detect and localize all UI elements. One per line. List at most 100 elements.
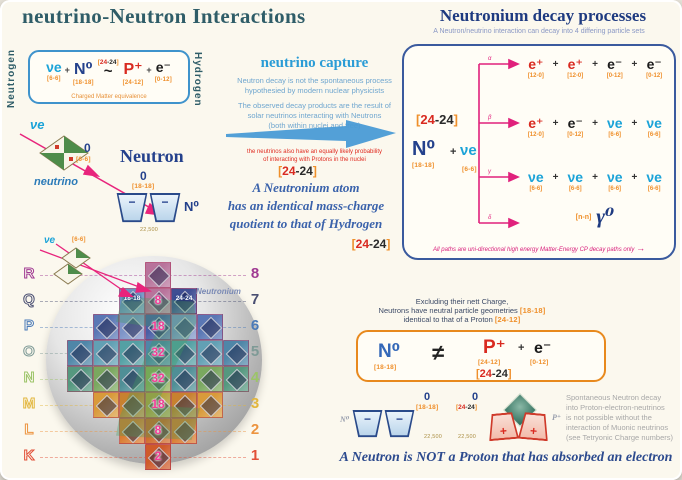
equivalence-tilde-group: [24-24] ~ xyxy=(98,59,119,80)
neutron-mass: 22,500 xyxy=(139,227,159,233)
decay-row-alpha: e⁺ [12-0] + e⁺ [12-0] + e⁻ [0-12] + e⁻ [0-12… xyxy=(527,56,663,80)
shell-number-7: 7 xyxy=(250,291,260,308)
shell-letter-K: K xyxy=(23,447,35,465)
shell-number-1: 1 xyxy=(250,447,260,464)
neutron-symbol: N⁰ xyxy=(378,341,401,362)
neutron-charge: [18-18] xyxy=(416,404,439,411)
proton-charge: [24-12] xyxy=(122,80,144,86)
neutron-charge: [18-18] xyxy=(374,364,397,371)
gamma-quanta: [n-n] xyxy=(575,214,592,221)
comparison-text-line3: identical to that of a Proton [24-12] xyxy=(403,315,521,324)
electron-charge: [0-12] xyxy=(530,359,549,366)
nu-symbol: νe xyxy=(567,169,584,185)
spontaneous-decay-note: Spontaneous Neutron decay into Proton-el… xyxy=(566,393,673,442)
neutron-spin-zero: 0 xyxy=(424,391,431,403)
decay-row-beta: e⁺ [12-0] + e⁻ [0-12] + νe [6-6] + νe [6-6] xyxy=(527,115,662,139)
final-statement: A Neutron is NOT a Proton that has absor… xyxy=(339,450,673,465)
shell-number-2: 2 xyxy=(250,421,260,438)
plus-sign: + xyxy=(64,65,70,75)
proton-spin-zero: 0 xyxy=(472,391,479,403)
plus-sign: + xyxy=(450,146,457,158)
capture-arrow-icon xyxy=(226,120,396,148)
electron-charge: [0-12] xyxy=(154,77,172,83)
nu-symbol: νe xyxy=(606,115,623,131)
neutrino-label: neutrino xyxy=(34,176,78,188)
positron-symbol: e⁺ xyxy=(528,56,544,72)
neutronium-caption: Neutronium xyxy=(196,287,241,296)
positron-symbol: e⁺ xyxy=(567,56,583,72)
page-title: neutrino-Neutron Interactions xyxy=(22,4,306,28)
not-equal-sign: ≠ xyxy=(432,340,445,365)
nu-charge: [6-6] xyxy=(72,237,86,243)
equivalence-caption: Charged Matter equivalence xyxy=(71,94,147,100)
nu-symbol: νe xyxy=(606,169,623,185)
proton-charge: [24-12] xyxy=(478,359,501,366)
neutron-particle-icon: − − xyxy=(116,193,181,223)
neutron-symbol: N⁰ xyxy=(74,61,93,78)
neutron-charge: [18-18] xyxy=(132,183,155,190)
shell-letter-R: R xyxy=(23,265,35,283)
neutron-particle-icon: − − xyxy=(352,410,415,438)
electron-symbol: e⁻ xyxy=(567,115,583,131)
shell-letter-N: N xyxy=(23,369,35,387)
ref-24-24: [24-24] xyxy=(476,368,512,380)
neutron-charge: [18-18] xyxy=(72,80,94,86)
comparison-text-line1: Excluding their nett Charge, xyxy=(415,297,509,306)
nu-symbol: νe xyxy=(646,169,662,185)
reactant-neutron-charge: [18-18] xyxy=(412,162,435,169)
capture-heading: neutrino capture xyxy=(260,55,369,71)
capture-paragraph-1: Neutron decay is not the spontaneous pro… xyxy=(237,76,392,96)
nu-label: νe xyxy=(30,117,45,132)
charged-matter-equivalence-box: νe [6-6] + N⁰ [18-18] [24-24] ~ P⁺ [24-1… xyxy=(28,50,190,104)
nu-symbol: νe xyxy=(528,169,544,185)
decay-box: [24-24] N⁰ [18-18] + νe [6-6] α β γ δ e⁺… xyxy=(402,44,676,260)
branch-label-delta: δ xyxy=(488,215,492,221)
decay-subtitle: A Neutron/neutrino interaction can decay… xyxy=(433,28,645,35)
ref-24-24: [24-24] xyxy=(416,112,458,127)
neutron-term: N⁰ [18-18] xyxy=(73,59,94,86)
capture-paragraph-2: The observed decay products are the resu… xyxy=(237,101,391,131)
branch-label-alpha: α xyxy=(488,56,492,62)
electron-symbol: e⁻ xyxy=(607,56,623,72)
electron-term: e⁻ [0-12] xyxy=(155,59,172,83)
branch-label-gamma: γ xyxy=(488,169,491,175)
shell-letter-P: P xyxy=(23,317,34,335)
capture-fine-print: the neutrinos also have an equally likel… xyxy=(246,149,383,163)
inequality-box: N⁰ [18-18] ≠ P⁺ [24-12] + e⁻ [0-12] [24-… xyxy=(356,330,606,382)
neutrino-path-arrow-icon xyxy=(39,243,152,297)
electron-symbol: e⁻ xyxy=(646,56,662,72)
neutron-mass: 22,500 xyxy=(423,434,443,440)
shell-letter-M: M xyxy=(22,395,36,413)
electron-symbol: e⁻ xyxy=(534,340,552,357)
gamma-symbol: γ⁰ xyxy=(596,204,615,228)
electron-symbol: e⁻ xyxy=(155,59,171,75)
proton-term: P⁺ [24-12] xyxy=(123,59,144,86)
nu-symbol: νe xyxy=(46,59,62,75)
nu-label: νe xyxy=(44,235,56,246)
proton-symbol: P⁺ xyxy=(483,337,506,358)
proton-symbol: P⁺ xyxy=(123,61,143,78)
ref-24-24: [24-24] xyxy=(456,404,477,411)
neutron-spin-zero: 0 xyxy=(140,169,147,183)
proton-mass: 22,500 xyxy=(457,434,477,440)
reactant-neutron-symbol: N⁰ xyxy=(412,138,436,160)
neutron-symbol: N⁰ xyxy=(184,199,200,214)
reactant-nu-charge: [6-6] xyxy=(462,166,477,173)
nu-charge: [6-6] xyxy=(47,76,61,82)
positron-symbol: e⁺ xyxy=(528,115,544,131)
shell-number-8: 8 xyxy=(250,265,260,282)
reactant-nu-symbol: νe xyxy=(460,142,477,159)
footnote-arrow-icon: → xyxy=(636,243,646,253)
neutron-symbol: N⁰ xyxy=(340,415,350,424)
neutrogen-vertical-label: Neutrogen xyxy=(6,49,17,109)
nu-symbol: νe xyxy=(646,115,662,131)
nu-charge: [6-6] xyxy=(76,156,91,163)
tilde-symbol: ~ xyxy=(103,63,113,80)
shell-letter-Q: Q xyxy=(23,291,36,309)
decay-row-gamma: νe [6-6] + νe [6-6] + νe [6-6] + νe [6-6] xyxy=(528,169,662,193)
plus-sign: + xyxy=(518,342,525,354)
proton-symbol: P⁺ xyxy=(552,413,562,422)
ref-24-24: [24-24] xyxy=(351,237,391,251)
decay-branches-icon xyxy=(478,58,520,229)
plus-sign: + xyxy=(146,65,152,75)
